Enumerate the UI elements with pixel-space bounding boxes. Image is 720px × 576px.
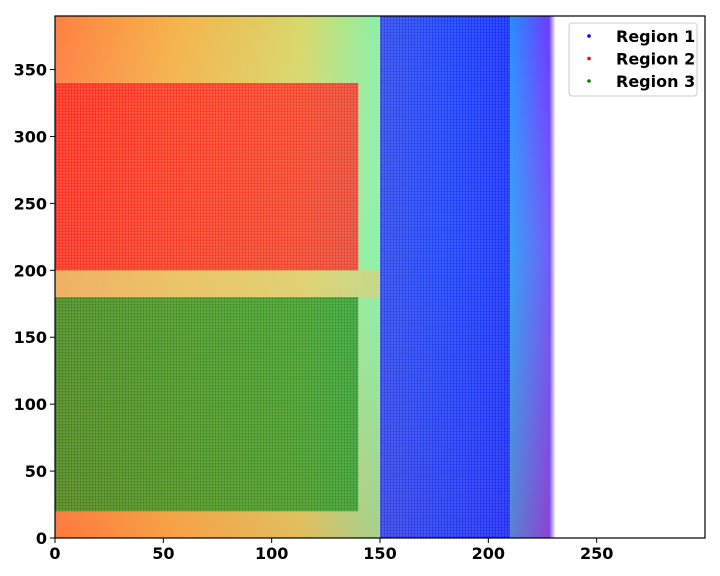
legend-marker <box>587 34 591 38</box>
y-tick-label: 100 <box>14 395 47 414</box>
legend-label: Region 2 <box>616 50 695 69</box>
y-tick-label: 300 <box>14 127 47 146</box>
region-fill <box>380 16 510 538</box>
y-tick-label: 50 <box>25 462 47 481</box>
y-tick-label: 250 <box>14 194 47 213</box>
x-tick-label: 50 <box>152 544 174 563</box>
x-tick-label: 250 <box>580 544 613 563</box>
legend-label: Region 3 <box>616 72 695 91</box>
legend-marker <box>587 56 591 61</box>
region-fill <box>55 82 359 271</box>
series-region-2 <box>54 82 359 271</box>
y-tick-label: 0 <box>36 529 47 548</box>
region-markers <box>54 15 510 539</box>
x-tick-label: 200 <box>472 544 505 563</box>
legend-box <box>568 22 698 97</box>
x-tick-label: 100 <box>255 544 288 563</box>
band-between-regions <box>55 270 380 298</box>
legend-marker <box>587 79 591 83</box>
series-region-1 <box>379 15 510 539</box>
legend-label: Region 1 <box>616 27 695 46</box>
x-tick-label: 0 <box>49 544 60 563</box>
axes: 0 50 100 150 200 250 0 50 100 150 200 250 300 350 <box>14 15 706 563</box>
series-region-3 <box>54 296 359 512</box>
x-tick-label: 150 <box>363 544 396 563</box>
region-fill <box>55 297 359 512</box>
y-tick-label: 350 <box>14 61 47 80</box>
legend: Region 1 Region 2 Region 3 <box>568 22 698 97</box>
y-tick-label: 150 <box>14 328 47 347</box>
y-tick-label: 200 <box>14 261 47 280</box>
